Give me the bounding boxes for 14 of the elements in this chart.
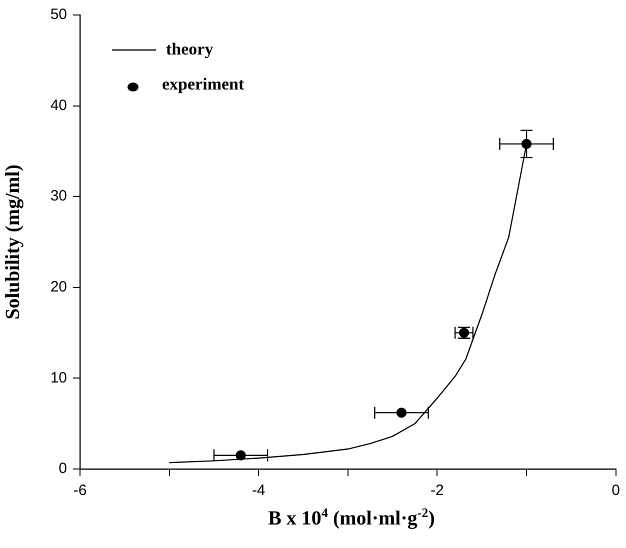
x-axis-title: B x 10$^{4}$ (mol·ml·g$^{-2}$) [267,505,436,531]
y-axis-title: Solubility (mg/ml) [2,164,24,320]
x-tick-label: 0 [612,482,620,500]
x-tick-label: -2 [430,482,444,500]
y-tick-label: 10 [50,369,67,386]
x-tick-label: -6 [73,482,87,500]
y-tick-label: 30 [50,188,67,205]
y-tick-label: 20 [50,278,67,296]
y-tick-label: 0 [58,460,67,478]
x-tick-label: -4 [252,482,266,500]
y-tick-label: 40 [50,96,67,114]
y-tick-label: 50 [50,6,67,24]
legend-label: experiment [162,74,244,94]
legend-label: theory [166,39,214,58]
